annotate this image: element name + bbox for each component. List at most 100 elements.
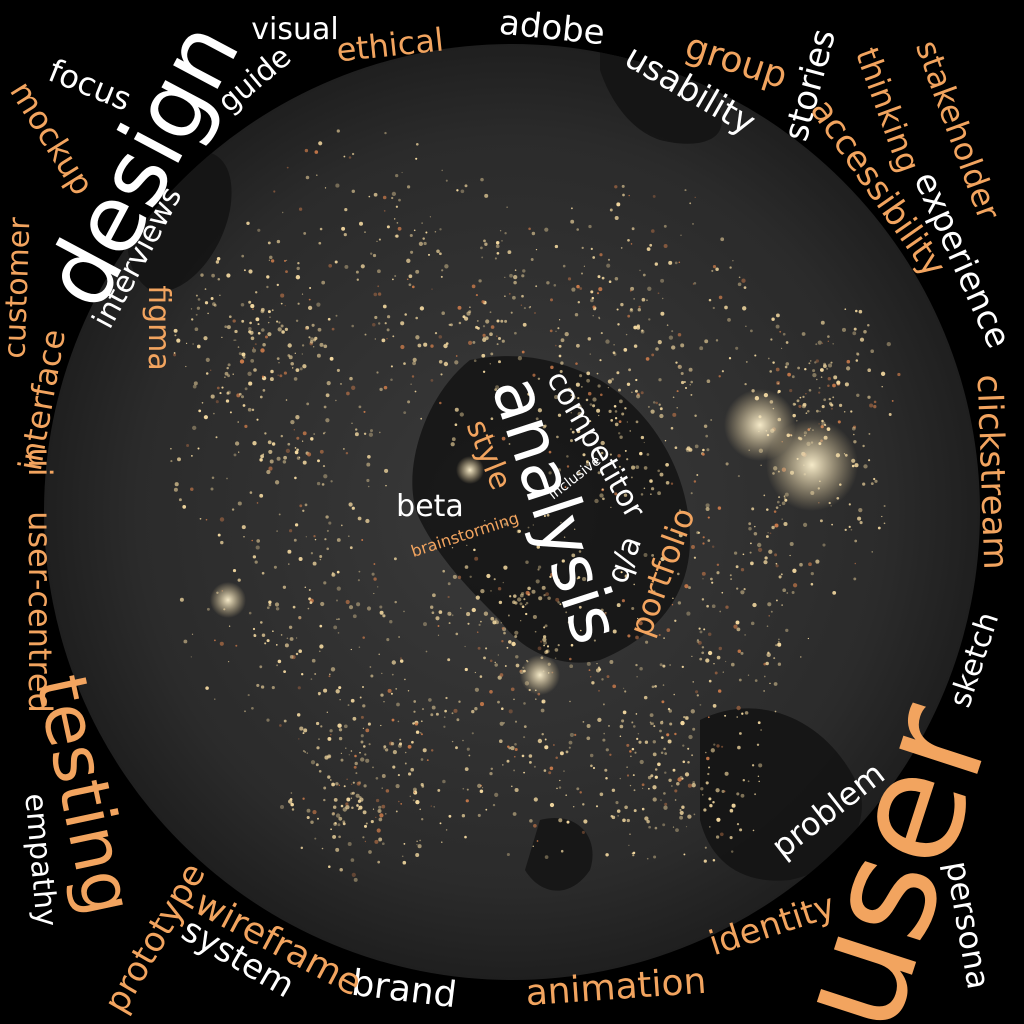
city-light-dot [490,767,494,771]
city-light-dot [715,339,719,342]
city-light-dot [235,339,237,341]
city-light-dot [600,332,603,335]
city-light-dot [629,750,632,753]
city-light-dot [502,581,504,584]
city-light-dot [283,259,287,262]
city-light-dot [333,625,338,630]
city-light-dot [299,726,304,731]
city-light-dot [587,337,592,341]
city-light-dot [712,858,716,862]
city-light-dot [538,596,543,601]
city-light-dot [742,553,745,556]
city-light-dot [508,640,512,644]
city-light-dot [298,207,303,211]
city-light-dot [596,292,600,295]
city-light-dot [725,605,729,609]
city-light-dot [724,771,729,776]
city-light-dot [440,373,443,376]
city-light-dot [560,361,564,365]
city-light-dot [444,264,449,269]
city-light-dot [548,471,552,475]
city-light-dot [358,405,362,409]
city-light-dot [259,665,263,669]
city-light-dot [497,586,502,591]
city-light-dot [601,488,604,491]
city-light-dot [622,687,625,689]
city-light-dot [519,602,523,606]
city-light-dot [451,437,456,442]
city-light-dot [586,371,591,376]
city-light-dot [178,498,182,502]
city-light-dot [696,474,699,476]
city-light-dot [681,805,685,809]
city-light-dot [278,321,281,324]
city-light-dot [780,573,783,576]
city-light-dot [555,344,557,347]
city-light-dot [668,709,673,713]
city-light-dot [528,593,530,596]
city-light-dot [732,260,734,262]
city-light-dot [651,553,655,557]
city-light-dot [322,432,325,435]
city-light-dot [570,643,574,647]
city-light-dot [544,227,549,232]
city-light-dot [480,620,482,623]
city-light-dot [785,362,790,366]
city-light-dot [559,779,561,782]
word-visual: visual [251,12,339,47]
city-light-dot [395,234,399,238]
city-light-dot [428,698,432,702]
city-light-dot [570,412,572,414]
city-light-dot [707,650,713,656]
city-light-dot [479,702,485,707]
city-light-dot [351,791,355,795]
city-light-dot [692,681,694,683]
city-light-dot [304,148,309,153]
city-light-dot [650,409,655,414]
city-light-dot [610,814,614,818]
city-light-dot [336,586,341,591]
city-light-dot [287,343,292,348]
city-light-dot [789,542,794,546]
city-light-dot [248,327,252,331]
city-light-dot [632,725,636,728]
city-light-dot [743,588,746,591]
city-light-dot [599,493,604,498]
city-light-dot [255,291,258,294]
city-light-dot [474,707,478,711]
city-light-dot [828,397,832,401]
city-light-dot [692,223,694,225]
word-figma: figma [141,285,176,371]
city-light-dot [626,421,629,423]
city-light-dot [633,298,635,300]
city-light-dot [412,361,417,366]
city-light-dot [268,466,273,471]
city-light-dot [631,227,635,231]
city-light-dot [351,324,354,328]
city-light-dot [560,338,565,343]
city-light-dot [696,531,700,535]
city-light-dot [575,382,580,387]
city-light-dot [259,458,263,462]
city-light-dot [283,670,287,674]
city-light-dot [272,630,274,633]
city-light-dot [870,482,874,486]
city-light-dot [653,725,656,728]
city-light-dot [494,661,496,664]
city-light-dot [241,254,245,258]
city-light-dot [815,559,820,564]
city-light-dot [644,816,649,821]
city-light-dot [657,762,661,767]
city-light-dot [227,660,230,663]
city-light-dot [703,859,707,863]
city-light-dot [717,689,722,693]
city-light-dot [568,740,573,745]
city-light-dot [706,604,709,608]
city-light-dot [521,605,525,609]
city-light-dot [321,847,324,850]
city-light-dot [319,449,324,454]
city-light-dot [844,382,849,387]
city-light-dot [309,286,312,290]
city-light-dot [469,306,471,309]
city-light-dot [660,556,665,562]
